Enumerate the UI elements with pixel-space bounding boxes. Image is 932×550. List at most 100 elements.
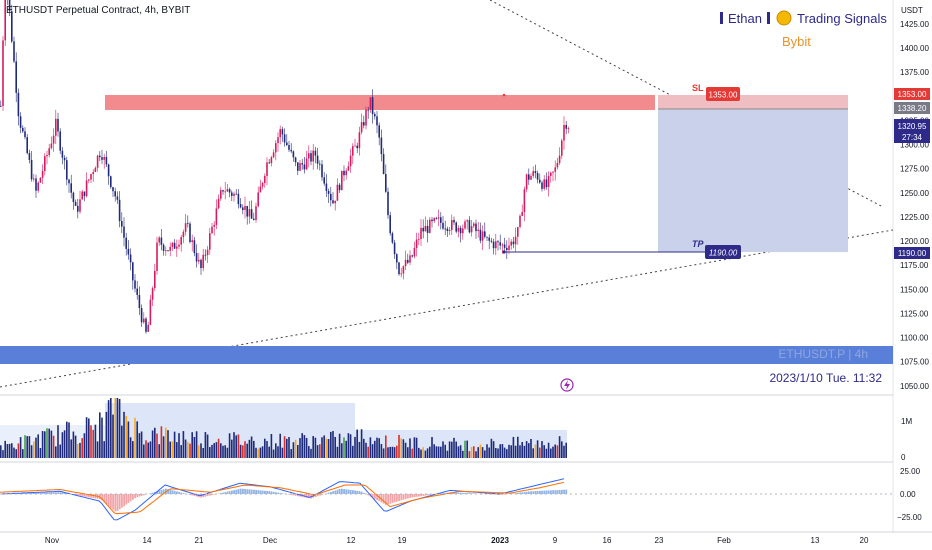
osc-hist-bar: [376, 494, 378, 501]
volume-bar: [116, 398, 119, 458]
osc-hist-bar: [354, 490, 356, 494]
candle: [519, 214, 521, 229]
volume-bar: [363, 438, 365, 458]
osc-hist-bar: [261, 490, 264, 494]
volume-bar: [224, 445, 226, 458]
candle: [255, 202, 257, 223]
osc-hist-bar: [442, 493, 444, 494]
osc-hist-bar: [77, 494, 79, 496]
volume-bar: [327, 439, 330, 458]
osc-hist-bar: [517, 492, 519, 494]
volume-bar: [26, 436, 28, 458]
osc-hist-bar: [554, 490, 557, 494]
candle: [503, 237, 506, 254]
osc-tick-25: 25.00: [900, 467, 921, 476]
volume-bar: [376, 437, 378, 458]
volume-bar: [426, 448, 429, 458]
osc-signal-line: [0, 481, 565, 515]
volume-bar: [147, 442, 149, 458]
osc-hist-bar: [237, 489, 240, 494]
volume-bar: [266, 441, 268, 458]
osc-hist-bar: [380, 494, 383, 503]
candle: [319, 160, 321, 171]
volume-bar: [543, 445, 545, 458]
osc-hist-bar: [561, 489, 563, 494]
candle: [552, 171, 554, 182]
axis-sl-value: 1353.00: [898, 90, 927, 99]
volume-bar: [391, 446, 394, 458]
volume-bar: [193, 436, 196, 458]
candle: [63, 155, 66, 170]
candle: [303, 156, 306, 174]
volume-bar: [547, 442, 550, 458]
osc-hist-bar: [110, 494, 112, 508]
price-tick-label: 1250.00: [900, 189, 929, 198]
candle: [422, 219, 424, 239]
volume-bar: [121, 425, 123, 458]
osc-hist-bar: [336, 489, 339, 494]
osc-hist-bar: [310, 494, 312, 499]
volume-bar: [431, 437, 433, 458]
volume-bar: [248, 439, 251, 458]
candle: [477, 221, 479, 238]
time-axis[interactable]: Nov 14 21 Dec 12 19 2023 9 16 23 Feb 13 20: [45, 536, 869, 545]
candle: [448, 227, 451, 236]
volume-bar: [488, 447, 490, 458]
candle: [171, 241, 174, 251]
osc-hist-bar: [347, 489, 350, 494]
volume-bar: [72, 431, 75, 458]
axis-last-badge: [894, 119, 930, 143]
short-risk-zone[interactable]: [658, 95, 848, 109]
volume-bar: [459, 445, 462, 458]
candle: [0, 100, 2, 108]
candle: [376, 110, 378, 134]
candle: [257, 186, 259, 208]
osc-hist-bar: [400, 494, 403, 501]
osc-hist-bar: [37, 492, 40, 494]
time-tick-label: 19: [398, 536, 407, 545]
osc-hist-bar: [321, 494, 323, 495]
candle: [369, 97, 372, 113]
osc-hist-bar: [492, 494, 495, 495]
volume-bar: [189, 443, 191, 458]
volume-bar: [442, 441, 444, 458]
osc-hist-bar: [294, 494, 297, 496]
candle: [332, 192, 334, 205]
volume-bar: [134, 417, 136, 458]
candle: [561, 138, 563, 159]
short-reward-zone[interactable]: [658, 109, 848, 252]
watermark-date: 2023/1/10 Tue. 11:32: [769, 371, 882, 385]
candle: [233, 191, 235, 202]
volume-bar: [48, 428, 50, 458]
osc-hist-bar: [63, 492, 66, 494]
volume-bar: [66, 421, 68, 458]
volume-bar: [162, 436, 165, 458]
candle: [316, 147, 319, 170]
volume-bar: [158, 444, 160, 458]
candle: [398, 261, 400, 276]
candle: [338, 182, 341, 194]
time-tick-label: 9: [553, 536, 558, 545]
volume-bar: [184, 439, 187, 458]
volume-bar: [39, 447, 42, 458]
osc-hist-bar: [85, 494, 88, 497]
candle: [431, 217, 433, 228]
volume-bar: [481, 447, 484, 458]
osc-hist-bar: [455, 492, 458, 494]
volume-bar: [0, 445, 2, 458]
candle: [246, 205, 248, 225]
osc-hist-bar: [222, 492, 224, 494]
osc-hist-bar: [275, 492, 277, 494]
osc-hist-bar: [453, 492, 455, 494]
candle: [228, 187, 231, 198]
osc-hist-bar: [272, 491, 275, 494]
osc-hist-bar: [257, 490, 260, 494]
candle: [310, 150, 312, 166]
candle: [184, 213, 187, 236]
volume-bar: [217, 438, 220, 458]
volume-bar: [59, 444, 61, 458]
osc-hist-bar: [464, 492, 466, 494]
candle: [539, 173, 541, 184]
volume-bar: [411, 448, 413, 458]
